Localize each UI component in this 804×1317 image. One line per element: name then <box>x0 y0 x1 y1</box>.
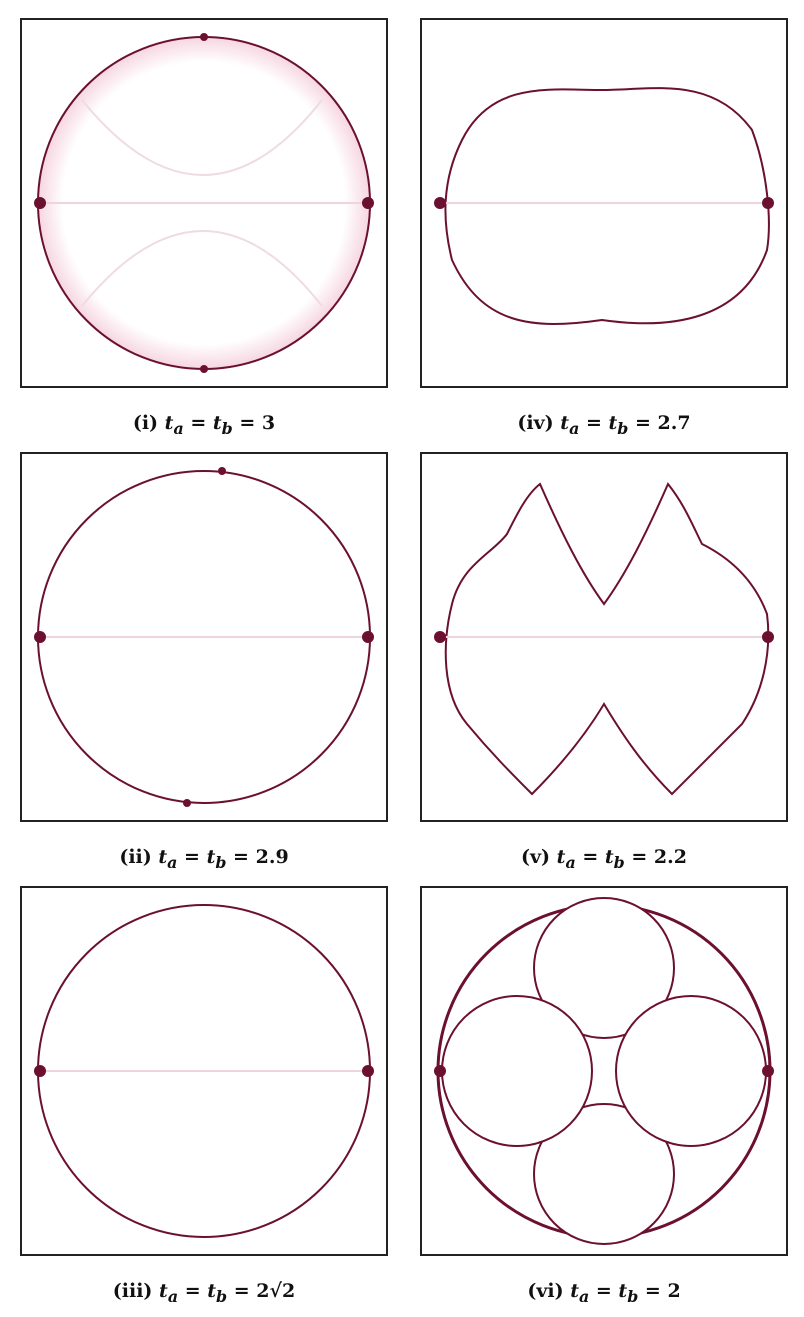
panel-vi <box>420 886 788 1256</box>
panel-i <box>20 18 388 388</box>
limit-set-circle-iii <box>34 904 374 1238</box>
caption-i: (i) ta = tb = 3 <box>132 412 276 438</box>
panel-iv <box>420 18 788 388</box>
panel-ii <box>20 452 388 822</box>
panel-iii <box>20 886 388 1256</box>
caption-ii: (ii) ta = tb = 2.9 <box>119 846 289 872</box>
limit-set-circle-i <box>34 33 374 373</box>
limit-set-fractal-v <box>434 482 774 796</box>
limit-set-quasi-iv <box>434 87 774 325</box>
caption-v: (v) ta = tb = 2.2 <box>521 846 687 872</box>
caption-iii: (iii) ta = tb = 2√2 <box>112 1280 296 1306</box>
panel-v <box>420 452 788 822</box>
limit-set-apollonian-vi <box>434 897 774 1245</box>
caption-iv: (iv) ta = tb = 2.7 <box>517 412 691 438</box>
limit-set-circle-ii <box>34 467 374 807</box>
caption-vi: (vi) ta = tb = 2 <box>527 1280 681 1306</box>
